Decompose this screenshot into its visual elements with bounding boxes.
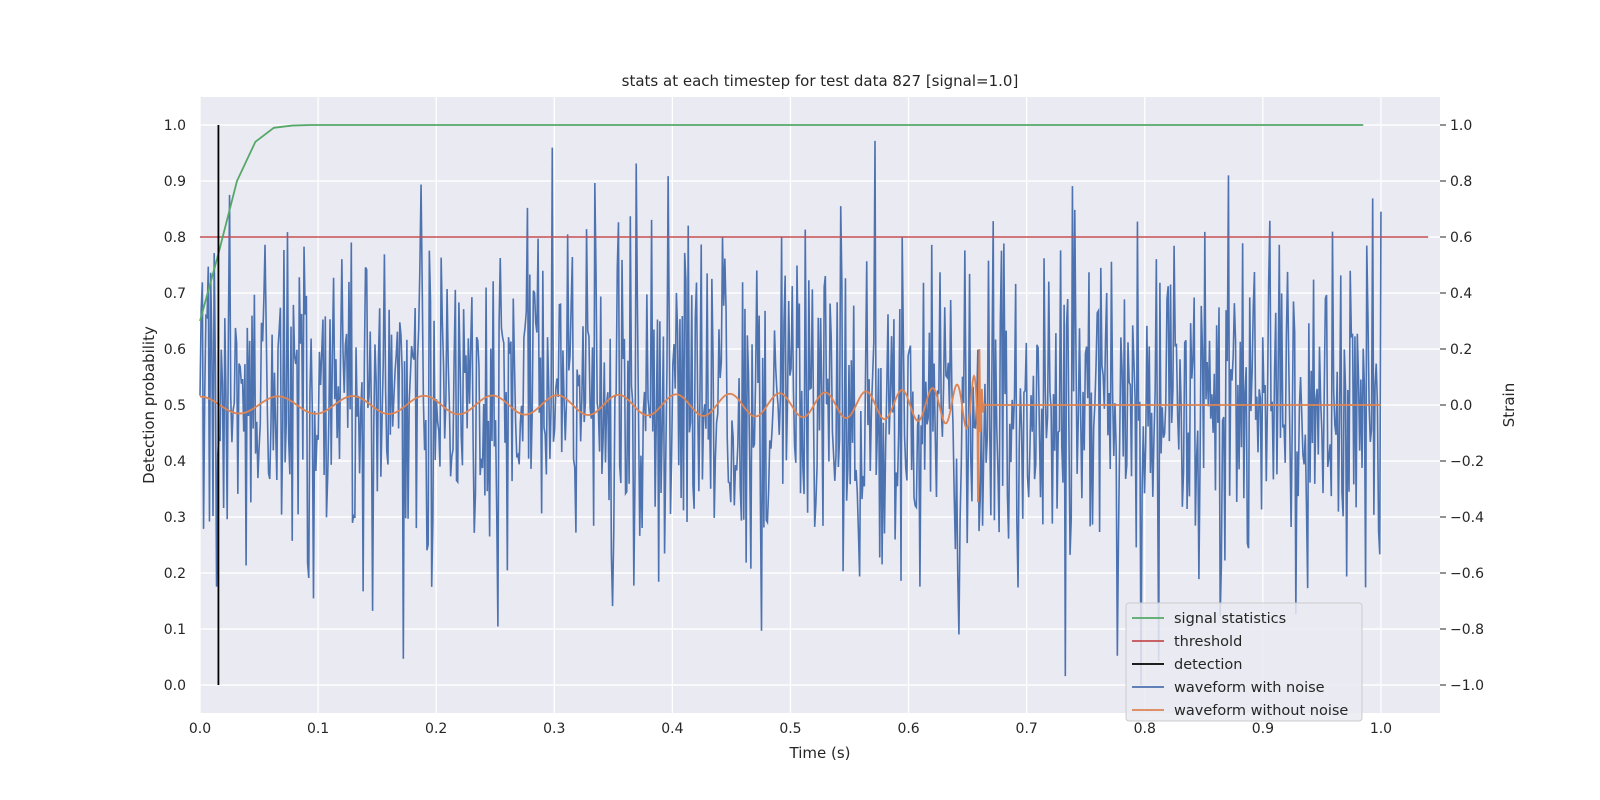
y2-tick-label: −0.8	[1450, 622, 1484, 638]
legend-label: signal statistics	[1174, 611, 1286, 627]
x-tick-label: 0.0	[189, 721, 211, 737]
y-tick-label: 0.8	[164, 230, 186, 246]
legend: signal statistics threshold detection wavef…	[1125, 602, 1363, 722]
y2-tick-label: 0.0	[1450, 398, 1472, 414]
legend-box	[1125, 602, 1363, 722]
y2-tick-label: 0.4	[1450, 286, 1472, 302]
y2-tick-label: −0.2	[1450, 454, 1484, 470]
y-tick-label: 0.0	[164, 678, 186, 694]
x-tick-label: 0.8	[1134, 721, 1156, 737]
y2-tick-label: 0.2	[1450, 342, 1472, 358]
series-waveform-without-noise	[199, 348, 1381, 503]
y2-tick-label: 0.6	[1450, 230, 1472, 246]
y-tick-label: 0.7	[164, 286, 186, 302]
x-tick-label: 1.0	[1370, 721, 1392, 737]
chart-title: stats at each timestep for test data 827…	[622, 72, 1019, 90]
series-signal-statistics	[199, 124, 1364, 322]
y-tick-label: 0.9	[164, 174, 186, 190]
y-tick-label: 0.1	[164, 622, 186, 638]
legend-label: threshold	[1174, 634, 1242, 650]
series-layer	[199, 124, 1429, 686]
y-tick-label: 0.4	[164, 454, 186, 470]
series-waveform-with-noise	[199, 140, 1382, 686]
legend-label: waveform without noise	[1174, 703, 1348, 719]
y-tick-label: 0.2	[164, 566, 186, 582]
x-tick-label: 0.5	[779, 721, 801, 737]
x-tick-label: 0.6	[897, 721, 919, 737]
y-tick-label: 0.6	[164, 342, 186, 358]
y2-axis-label: Strain	[1500, 383, 1518, 427]
x-tick-label: 0.7	[1016, 721, 1038, 737]
y2-tick-label: −1.0	[1450, 678, 1484, 694]
y-tick-label: 1.0	[164, 118, 186, 134]
legend-label: detection	[1174, 657, 1242, 673]
y-axis-label: Detection probability	[140, 326, 158, 484]
x-tick-label: 0.3	[543, 721, 565, 737]
y-tick-label: 0.5	[164, 398, 186, 414]
x-tick-label: 0.1	[307, 721, 329, 737]
x-tick-label: 0.2	[425, 721, 447, 737]
x-tick-label: 0.9	[1252, 721, 1274, 737]
legend-label: waveform with noise	[1174, 680, 1325, 696]
x-tick-label: 0.4	[661, 721, 683, 737]
y2-tick-label: 1.0	[1450, 118, 1472, 134]
y-tick-label: 0.3	[164, 510, 186, 526]
y2-tick-label: −0.4	[1450, 510, 1484, 526]
y2-tick-label: 0.8	[1450, 174, 1472, 190]
x-axis-label: Time (s)	[789, 744, 851, 762]
axes: 0.0 0.1 0.2 0.3 0.4 0.5 0.6 0.7 0.8 0.9 1.0 0.0 0.1 0…	[164, 118, 1484, 737]
y2-tick-label: −0.6	[1450, 566, 1484, 582]
